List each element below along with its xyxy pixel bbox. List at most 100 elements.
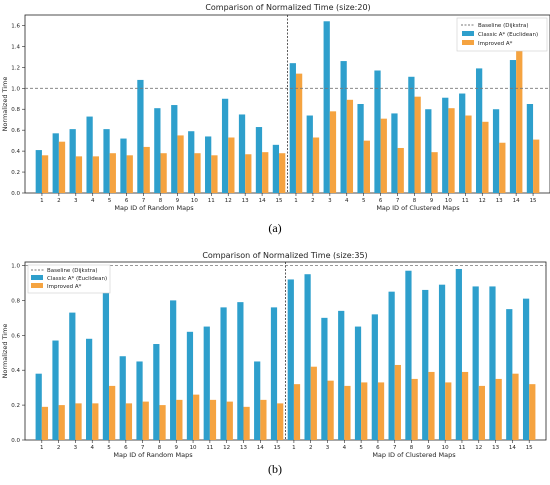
chart-b-bar-classic — [354, 326, 362, 440]
chart-a-bar-improved — [346, 99, 354, 193]
chart-b-x-tick-label: 9 — [427, 445, 431, 451]
chart-a-bar-classic — [391, 113, 398, 193]
chart-a-legend-box — [456, 17, 548, 52]
chart-a-bar-classic — [408, 76, 415, 193]
chart-b-bar-improved — [125, 403, 133, 440]
chart-b-x-tick-label: 10 — [442, 445, 449, 451]
chart-b-bar-classic — [422, 289, 429, 440]
chart-b-bar-classic — [287, 279, 294, 440]
chart-a-x-tick-label: 4 — [345, 198, 349, 204]
chart-b-legend-classic-swatch — [31, 275, 43, 280]
chart-b-legend: Baseline (Dijkstra) Classic A* (Euclidea… — [27, 264, 111, 294]
chart-a-x-tick-label: 13 — [496, 198, 503, 204]
chart-a-x-tick-label: 8 — [413, 198, 417, 204]
chart-a-bar-improved — [380, 118, 387, 193]
chart-b-x-tick-label: 3 — [74, 445, 78, 451]
chart-b-x-tick-label: 13 — [492, 445, 499, 451]
chart-a-bar-improved — [160, 153, 167, 193]
chart-b-x-tick-label: 15 — [526, 445, 533, 451]
chart-a-x-tick-label: 14 — [259, 198, 266, 204]
chart-a-bar-improved — [414, 96, 421, 193]
chart-b-x-tick-label: 2 — [57, 445, 61, 451]
chart-a-bar-classic — [323, 21, 330, 194]
chart-a-x-tick-label: 12 — [225, 198, 232, 204]
chart-a-x-tick-label: 2 — [311, 198, 315, 204]
chart-a-bar-improved — [431, 152, 438, 193]
chart-b-y-tick-label: 1.0 — [11, 263, 20, 269]
chart-a-bar-improved — [397, 147, 404, 193]
chart-b-x-tick-label: 1 — [40, 445, 44, 451]
chart-a-x-tick-label: 5 — [108, 198, 112, 204]
chart-a-bar-classic — [425, 109, 432, 193]
chart-b-bar-improved — [344, 385, 351, 440]
chart-a-bar-classic — [526, 104, 534, 193]
chart-a-x-tick-label: 7 — [142, 198, 146, 204]
chart-b-bar-classic — [405, 270, 412, 440]
chart-b-bar-improved — [209, 399, 217, 440]
chart-b-bar-improved — [142, 401, 149, 440]
chart-a-bar-improved — [245, 154, 252, 193]
chart-b-bar-classic — [86, 338, 93, 440]
chart-a-bar-classic — [306, 115, 313, 193]
chart-a-bar-improved — [279, 153, 286, 193]
chart-b-x-tick-label: 12 — [475, 445, 482, 451]
chart-a-y-tick-label: 0.0 — [11, 191, 20, 197]
chart-a-bar-improved — [41, 155, 49, 193]
chart-a-x-tick-label: 4 — [91, 198, 95, 204]
chart-a-x-tick-label: 15 — [530, 198, 537, 204]
chart-a-bar-classic — [86, 116, 93, 193]
chart-b-x-tick-label: 10 — [190, 445, 197, 451]
chart-a-bar-improved — [92, 156, 100, 193]
chart-a-x-tick-label: 1 — [40, 198, 44, 204]
chart-b-legend-improved-swatch — [31, 283, 43, 288]
chart-a-x-tick-label: 9 — [176, 198, 180, 204]
chart-b-bar-classic — [203, 326, 210, 440]
chart-b-bar-classic — [506, 309, 513, 440]
chart-a-legend-improved-swatch — [462, 40, 474, 45]
chart-a-x-tick-label: 6 — [379, 198, 383, 204]
chart-a-bar-classic — [171, 105, 178, 193]
chart-a-bar-improved — [126, 155, 133, 193]
chart-b-bar-classic — [321, 317, 328, 440]
chart-a-x-tick-label: 13 — [242, 198, 249, 204]
chart-a-bar-classic — [188, 131, 195, 193]
chart-b-x-tick-label: 1 — [292, 445, 296, 451]
chart-a-bar-improved — [448, 108, 455, 193]
chart-b-title: Comparison of Normalized Time (size:35) — [202, 251, 367, 260]
chart-b-bar-improved — [377, 382, 385, 440]
chart-b-bar-classic — [69, 312, 76, 440]
chart-b-bar-improved — [193, 394, 200, 440]
chart-b-bar-classic — [388, 291, 395, 440]
chart-a-bar-improved — [109, 153, 116, 193]
chart-a-x-tick-label: 3 — [74, 198, 78, 204]
chart-b-y-axis-label: Normalized Time — [1, 324, 9, 379]
chart-a-bar-improved — [211, 155, 218, 193]
chart-b-bar-classic — [254, 361, 261, 440]
chart-b-x-tick-label: 4 — [90, 445, 94, 451]
chart-a-x-tick-label: 15 — [276, 198, 283, 204]
chart-b-bar-classic — [237, 302, 244, 440]
chart-b-bar-classic — [52, 340, 59, 440]
chart-b-bar-classic — [489, 286, 496, 440]
chart-a-x-tick-label: 14 — [513, 198, 520, 204]
chart-a-x-tick-label: 9 — [430, 198, 434, 204]
chart-a-x-tick-label: 7 — [396, 198, 400, 204]
chart-a-x-tick-label: 10 — [191, 198, 198, 204]
chart-a-bar-classic — [340, 61, 347, 193]
chart-b-bar-classic — [270, 307, 278, 440]
chart-a-bar-classic — [255, 127, 263, 193]
chart-b-bar-classic — [153, 344, 160, 440]
chart-a-bar-classic — [120, 138, 127, 193]
chart-b-legend-baseline: Baseline (Dijkstra) — [47, 268, 98, 274]
chart-b-bar-improved — [243, 406, 250, 440]
chart-b-bar-classic — [304, 274, 311, 440]
chart-a-bar-classic — [357, 104, 364, 193]
chart-a-bar-classic — [272, 144, 280, 193]
chart-b-y-tick-label: 0.4 — [11, 368, 20, 374]
chart-b-x-tick-label: 4 — [343, 445, 347, 451]
chart-a-legend-classic: Classic A* (Euclidean) — [478, 32, 538, 38]
chart-a-bar-improved — [516, 50, 523, 193]
chart-b-bar-improved — [293, 384, 301, 440]
chart-b-bar-improved — [411, 378, 418, 440]
